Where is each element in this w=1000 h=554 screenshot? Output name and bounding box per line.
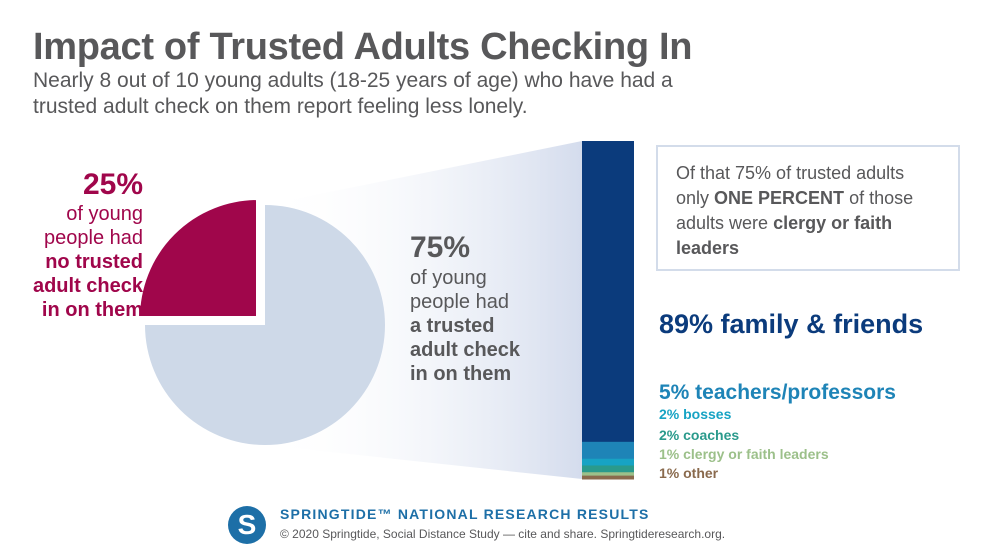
bar-seg-family — [582, 141, 634, 443]
no-check-label: 25% of young people had no trusted adult… — [0, 168, 143, 322]
stacked-bar — [582, 141, 634, 480]
page-title: Impact of Trusted Adults Checking In — [33, 26, 693, 68]
had-check-label: 75% of young people had a trusted adult … — [410, 230, 580, 386]
pie-slice-had-check — [145, 205, 385, 445]
no-check-line2: people had — [44, 227, 143, 249]
callout-text2: of those adults were — [676, 188, 914, 233]
no-check-percent: 25% — [82, 168, 143, 201]
legend-bosses: 2% bosses — [659, 406, 732, 422]
no-check-bold3: in on them — [41, 299, 143, 321]
bar-seg-teachers — [582, 441, 634, 460]
legend-clergy: 1% clergy or faith leaders — [659, 446, 829, 462]
page-subtitle: Nearly 8 out of 10 young adults (18-25 y… — [33, 69, 673, 118]
had-check-line1: of young — [410, 267, 487, 289]
legend-other: 1% other — [659, 465, 719, 481]
bar-seg-clergy — [582, 472, 634, 477]
callout-text1: Of that 75% of trusted adults only — [676, 163, 905, 208]
pie-slice-no-check — [135, 195, 260, 320]
had-check-line2: people had — [410, 291, 509, 313]
bar-seg-other — [582, 475, 634, 480]
footer-credit: © 2020 Springtide, Social Distance Study… — [280, 527, 726, 541]
had-check-percent: 75% — [410, 231, 471, 264]
had-check-bold3: in on them — [410, 363, 512, 385]
callout-bold1: ONE PERCENT — [714, 188, 845, 208]
callout-box: Of that 75% of trusted adults only ONE P… — [656, 145, 960, 271]
no-check-line1: of young — [66, 203, 143, 225]
bar-seg-bosses — [582, 458, 634, 466]
legend-coaches: 2% coaches — [659, 427, 740, 443]
callout-bold2: clergy or faith leaders — [676, 213, 893, 258]
legend-family: 89% family & friends — [659, 309, 924, 339]
no-check-bold2: adult check — [32, 275, 143, 297]
footer-title: SPRINGTIDE™ NATIONAL RESEARCH RESULTS — [280, 506, 650, 522]
had-check-bold2: adult check — [410, 339, 521, 361]
pie-chart — [135, 195, 385, 445]
bar-seg-coaches — [582, 465, 634, 473]
no-check-bold1: no trusted — [45, 251, 143, 273]
had-check-bold1: a trusted — [410, 315, 495, 337]
springtide-logo: S — [228, 506, 266, 544]
legend-teachers: 5% teachers/professors — [659, 381, 896, 404]
